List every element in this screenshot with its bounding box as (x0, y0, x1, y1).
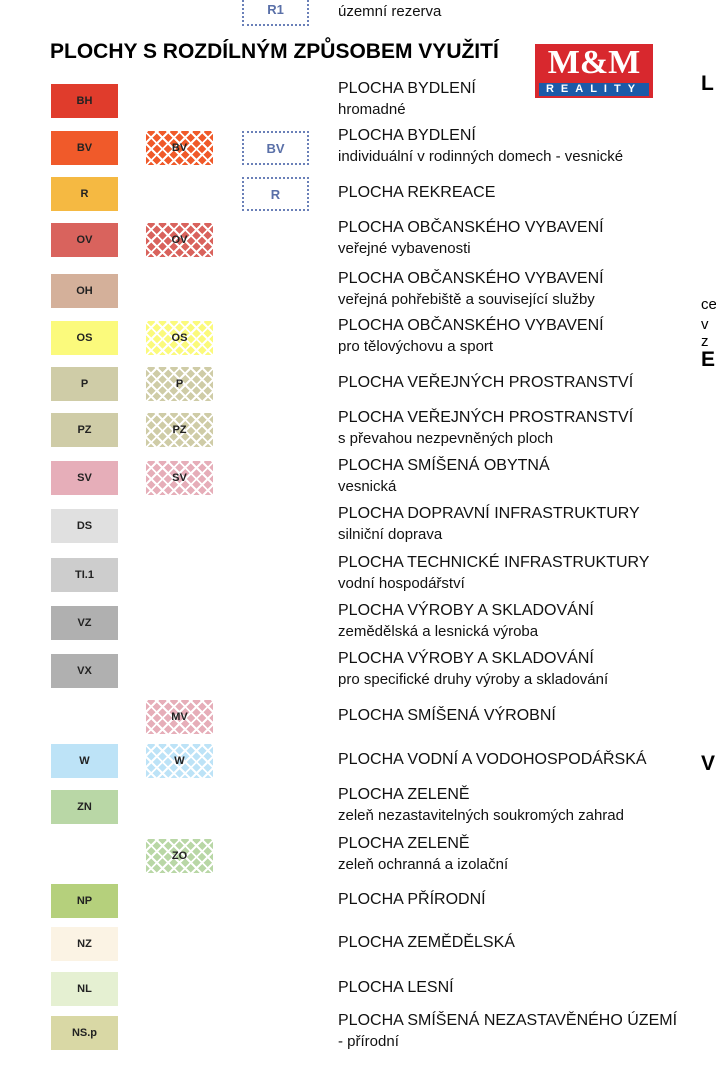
row-subtitle: hromadné (338, 101, 406, 118)
logo-mark: M&M (547, 44, 641, 81)
cut-text: ce (701, 296, 716, 313)
solid-swatch: NZ (51, 927, 118, 961)
row-title: PLOCHA OBČANSKÉHO VYBAVENÍ (338, 317, 604, 334)
row-title: PLOCHA SMÍŠENÁ VÝROBNÍ (338, 707, 556, 724)
solid-swatch: PZ (51, 413, 118, 447)
hatched-swatch: ZO (146, 839, 213, 873)
solid-swatch: OH (51, 274, 118, 308)
dashed-swatch: BV (242, 131, 309, 165)
row-subtitle: zeleň ochranná a izolační (338, 856, 509, 873)
dashed-swatch: R (242, 177, 309, 211)
solid-swatch: P (51, 367, 118, 401)
row-title: PLOCHA SMÍŠENÁ OBYTNÁ (338, 457, 550, 474)
hatched-swatch: BV (146, 131, 213, 165)
hatched-swatch: SV (146, 461, 213, 495)
solid-swatch: NP (51, 884, 118, 918)
solid-swatch: VZ (51, 606, 118, 640)
row-text: územní rezerva (338, 3, 442, 20)
row-title: PLOCHA ZELENĚ (338, 786, 470, 803)
row-title: PLOCHA DOPRAVNÍ INFRASTRUKTURY (338, 505, 640, 522)
row-title: PLOCHA VEŘEJNÝCH PROSTRANSTVÍ (338, 374, 634, 391)
solid-swatch: ZN (51, 790, 118, 824)
solid-swatch: VX (51, 654, 118, 688)
dashed-swatch: R1 (242, 0, 309, 26)
cut-text: V (701, 752, 716, 775)
row-subtitle: zeleň nezastavitelných soukromých zahrad (338, 807, 624, 824)
row-title: PLOCHA REKREACE (338, 184, 496, 201)
logo: M&M REALITY (535, 44, 653, 98)
solid-swatch: NS.p (51, 1016, 118, 1050)
row-subtitle: s převahou nezpevněných ploch (338, 430, 554, 447)
solid-swatch: NL (51, 972, 118, 1006)
row-title: PLOCHA ZELENĚ (338, 835, 470, 852)
row-title: PLOCHA VÝROBY A SKLADOVÁNÍ (338, 650, 594, 667)
row-title: PLOCHA OBČANSKÉHO VYBAVENÍ (338, 219, 604, 236)
row-title: PLOCHA ZEMĚDĚLSKÁ (338, 934, 515, 951)
row-subtitle: veřejné vybavenosti (338, 240, 471, 257)
row-title: PLOCHA VODNÍ A VODOHOSPODÁŘSKÁ (338, 751, 647, 768)
row-subtitle: zemědělská a lesnická výroba (338, 623, 539, 640)
row-title: PLOCHA TECHNICKÉ INFRASTRUKTURY (338, 554, 650, 571)
row-title: PLOCHA BYDLENÍ (338, 80, 476, 97)
solid-swatch: OS (51, 321, 118, 355)
logo-sub: REALITY (539, 83, 649, 96)
hatched-swatch: P (146, 367, 213, 401)
solid-swatch: R (51, 177, 118, 211)
row-title: PLOCHA PŘÍRODNÍ (338, 891, 486, 908)
row-title: PLOCHA BYDLENÍ (338, 127, 476, 144)
row-subtitle: veřejná pohřebiště a související služby (338, 291, 595, 308)
row-subtitle: individuální v rodinných domech - vesnic… (338, 148, 624, 165)
row-title: PLOCHA VÝROBY A SKLADOVÁNÍ (338, 602, 594, 619)
row-title: PLOCHA VEŘEJNÝCH PROSTRANSTVÍ (338, 409, 634, 426)
row-subtitle: pro tělovýchovu a sport (338, 338, 494, 355)
hatched-swatch: OS (146, 321, 213, 355)
solid-swatch: W (51, 744, 118, 778)
title: PLOCHY S ROZDÍLNÝM ZPŮSOBEM VYUŽITÍ (50, 40, 499, 63)
solid-swatch: DS (51, 509, 118, 543)
row-subtitle: pro specifické druhy výroby a skladování (338, 671, 609, 688)
row-subtitle: - přírodní (338, 1033, 399, 1050)
cut-text: L (701, 72, 714, 95)
row-subtitle: vodní hospodářství (338, 575, 465, 592)
row-title: PLOCHA LESNÍ (338, 979, 454, 996)
cut-text: v z (701, 316, 709, 350)
hatched-swatch: MV (146, 700, 213, 734)
solid-swatch: BH (51, 84, 118, 118)
solid-swatch: BV (51, 131, 118, 165)
solid-swatch: TI.1 (51, 558, 118, 592)
hatched-swatch: W (146, 744, 213, 778)
solid-swatch: OV (51, 223, 118, 257)
row-subtitle: vesnická (338, 478, 397, 495)
cut-text: E (701, 348, 716, 371)
hatched-swatch: PZ (146, 413, 213, 447)
row-title: PLOCHA SMÍŠENÁ NEZASTAVĚNÉHO ÚZEMÍ (338, 1012, 678, 1029)
row-title: PLOCHA OBČANSKÉHO VYBAVENÍ (338, 270, 604, 287)
row-subtitle: silniční doprava (338, 526, 443, 543)
solid-swatch: SV (51, 461, 118, 495)
hatched-swatch: OV (146, 223, 213, 257)
